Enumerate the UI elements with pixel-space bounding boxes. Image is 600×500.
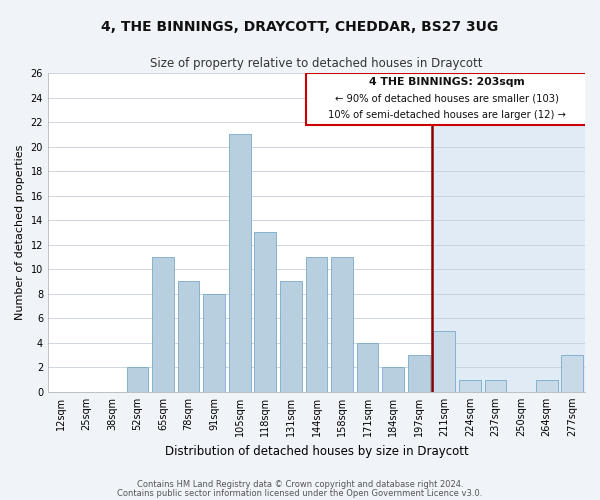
Bar [485, 380, 506, 392]
Bar [408, 355, 430, 392]
Bar [229, 134, 251, 392]
Bar [433, 330, 455, 392]
Title: Size of property relative to detached houses in Draycott: Size of property relative to detached ho… [150, 58, 483, 70]
Bar [562, 355, 583, 392]
Bar [280, 282, 302, 392]
Text: 10% of semi-detached houses are larger (12) →: 10% of semi-detached houses are larger (… [328, 110, 566, 120]
Bar [382, 368, 404, 392]
Text: Contains public sector information licensed under the Open Government Licence v3: Contains public sector information licen… [118, 489, 482, 498]
Bar [431, 73, 585, 392]
Bar [331, 257, 353, 392]
Y-axis label: Number of detached properties: Number of detached properties [15, 144, 25, 320]
Bar [357, 343, 379, 392]
Bar [536, 380, 557, 392]
Text: ← 90% of detached houses are smaller (103): ← 90% of detached houses are smaller (10… [335, 94, 559, 104]
Text: 4 THE BINNINGS: 203sqm: 4 THE BINNINGS: 203sqm [369, 76, 525, 86]
Bar [127, 368, 148, 392]
Text: 4, THE BINNINGS, DRAYCOTT, CHEDDAR, BS27 3UG: 4, THE BINNINGS, DRAYCOTT, CHEDDAR, BS27… [101, 20, 499, 34]
Bar [178, 282, 199, 392]
X-axis label: Distribution of detached houses by size in Draycott: Distribution of detached houses by size … [164, 444, 469, 458]
Bar [254, 232, 276, 392]
FancyBboxPatch shape [306, 73, 587, 124]
Bar [459, 380, 481, 392]
Bar [152, 257, 174, 392]
Bar [203, 294, 225, 392]
Text: Contains HM Land Registry data © Crown copyright and database right 2024.: Contains HM Land Registry data © Crown c… [137, 480, 463, 489]
Bar [305, 257, 328, 392]
